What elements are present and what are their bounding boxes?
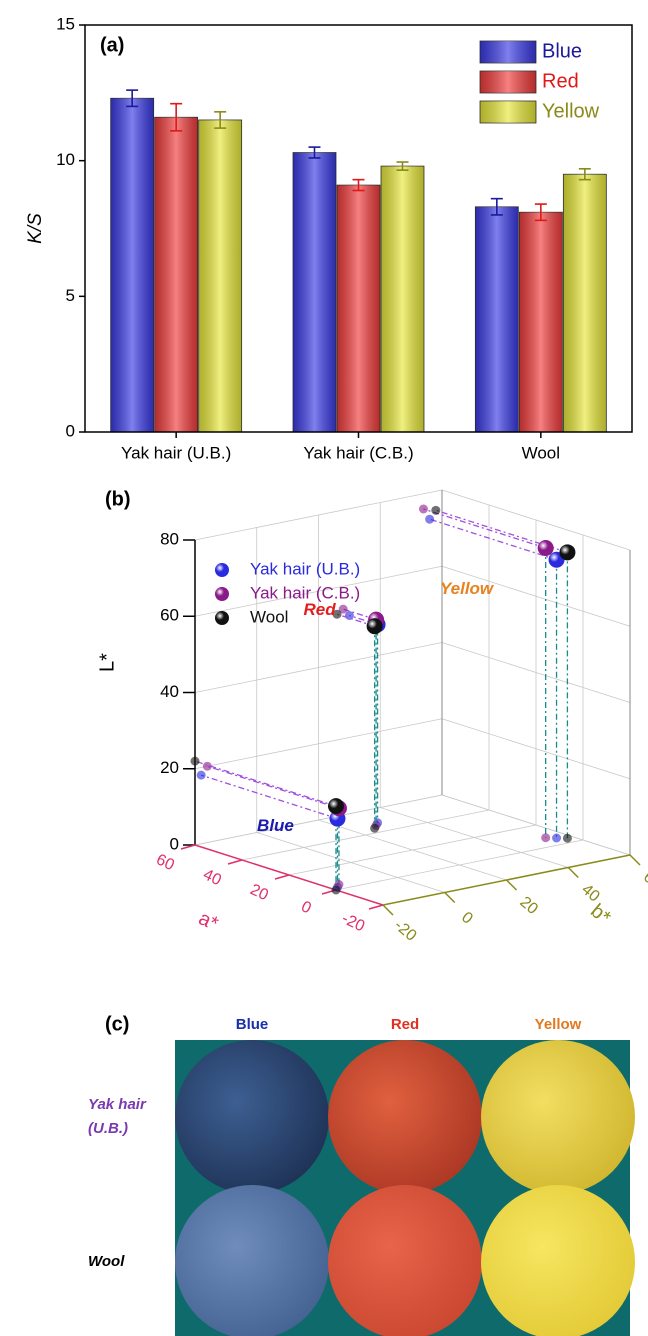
y-tick-label: -20 [391,917,420,945]
legend-marker [215,611,229,625]
x-tick [369,905,383,909]
y-tick-label: 20 [516,894,541,919]
panel-label: (c) [105,1013,129,1035]
bar-sheen [475,207,518,432]
z-tick-label: 80 [160,529,179,548]
floor-shadow [370,824,379,833]
bar-sheen [293,153,336,432]
column-header: Red [391,1016,419,1033]
x-tick-label: Yak hair (U.B.) [121,443,231,462]
drop-line [430,519,557,560]
legend-label: Yellow [542,100,600,122]
sample-photo [481,1040,635,1194]
bar-sheen [199,120,242,432]
x-tick-label: 0 [298,898,313,917]
y-axis-title: K/S [25,213,46,244]
y-tick-label: 0 [458,909,476,928]
legend-label: Wool [250,607,288,626]
z-tick-label: 60 [160,606,179,625]
drop-line [201,775,337,819]
sample-photo [328,1040,482,1194]
point [328,798,344,814]
floor-shadow [563,834,572,843]
y-tick [383,905,393,915]
legend-label: Red [542,70,579,92]
y-tick [507,880,517,890]
x-axis-title: a* [195,907,222,935]
y-tick-label: 15 [56,14,75,33]
grid-line [319,820,507,880]
annotation: Yellow [440,579,495,598]
legend-marker [215,587,229,601]
z-axis-title: L* [96,653,118,672]
wall-shadow [191,757,200,766]
grid-line [380,808,568,868]
bar-sheen [519,212,562,432]
x-tick-label: Wool [522,443,560,462]
x-tick [228,860,242,864]
legend-sheen [480,41,536,63]
annotation: Blue [257,816,294,835]
x-tick-label: 60 [153,851,176,874]
drop-line [207,766,339,808]
point [538,540,554,556]
bar-sheen [563,174,606,432]
y-tick-label: 5 [66,286,75,305]
y-tick [445,893,455,903]
legend-label: Yak hair (C.B.) [250,583,360,602]
wall-shadow [431,506,440,515]
legend-sheen [480,71,536,93]
drop-line [195,761,336,806]
figure: (c) (a) K/S 0 5 10 15 Yak hair (U.B.) Yak hair … [0,0,648,1336]
column-header: Yellow [535,1016,582,1033]
x-tick-label: 20 [247,881,270,904]
wall-shadow [419,505,428,514]
floor-shadow [541,833,550,842]
x-tick [275,875,289,879]
row-label: Yak hair [88,1096,147,1113]
z-tick-label: 0 [170,834,179,853]
y-tick [568,868,578,878]
x-tick-label: Yak hair (C.B.) [303,443,413,462]
sample-photo [175,1185,329,1336]
bar-sheen [337,185,380,432]
y-tick-label: 0 [66,421,75,440]
grid-line [257,833,445,893]
wall-shadow [425,515,434,524]
panel-label: (a) [100,34,124,56]
x-tick-label: -20 [339,910,367,935]
y-tick-label: 10 [56,150,75,169]
row-label: Wool [88,1253,125,1270]
panel-label: (b) [105,488,131,510]
bar-sheen [111,98,154,432]
floor-shadow [332,886,341,895]
bar-sheen [381,166,424,432]
column-header: Blue [236,1016,269,1033]
legend-label: Yak hair (U.B.) [250,559,360,578]
legend-sheen [480,101,536,123]
wall-shadow [197,771,206,780]
legend-label: Blue [542,40,582,62]
sample-photo [175,1040,329,1194]
x-tick-label: 40 [200,866,223,889]
point [559,544,575,560]
sample-photo [481,1185,635,1336]
row-label: (U.B.) [88,1120,128,1137]
z-tick-label: 40 [160,682,179,701]
sample-photo [328,1185,482,1336]
annotation: Red [304,600,337,619]
floor-shadow [552,834,561,843]
y-tick [630,855,640,865]
legend-marker [215,563,229,577]
point [367,618,383,634]
y-tick-label: 60 [640,869,648,894]
z-tick-label: 20 [160,758,179,777]
bar-sheen [155,117,198,432]
